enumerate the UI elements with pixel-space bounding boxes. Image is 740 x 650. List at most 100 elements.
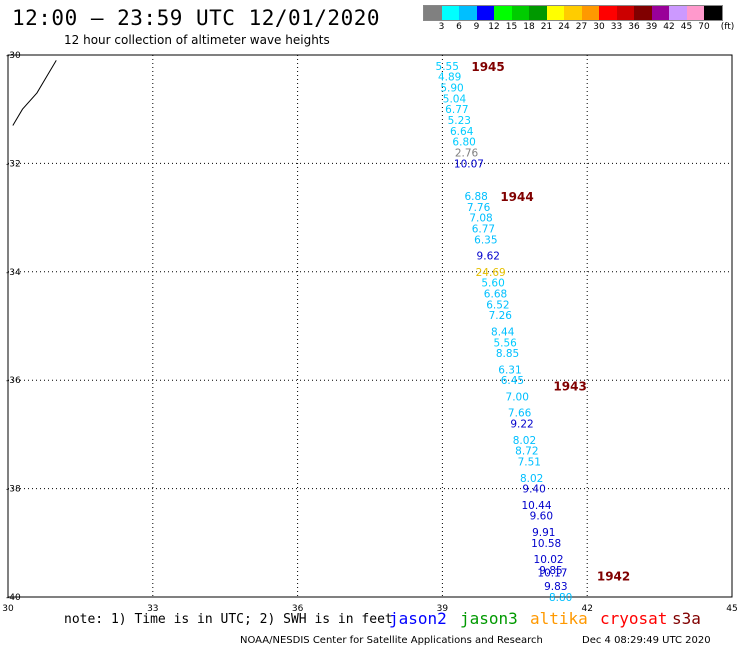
scale-label: 24 bbox=[558, 22, 570, 32]
scale-swatch bbox=[581, 6, 599, 20]
wave-height-point: 6.35 bbox=[474, 234, 497, 246]
wave-height-point: 6.64 bbox=[450, 126, 474, 138]
scale-swatch bbox=[546, 6, 564, 20]
legend-s3a: s3a bbox=[672, 609, 701, 628]
wave-height-point: 5.23 bbox=[448, 115, 471, 127]
legend-jason2: jason2 bbox=[389, 609, 447, 628]
wave-height-point: 8.85 bbox=[496, 348, 519, 360]
page-title: 12:00 – 23:59 UTC 12/01/2020 bbox=[12, 6, 381, 30]
wave-height-point: 7.26 bbox=[489, 310, 513, 322]
wave-height-point: 10.07 bbox=[454, 158, 484, 170]
wave-height-point: 10.17 bbox=[537, 568, 567, 580]
coastline bbox=[12, 60, 57, 126]
y-tick-label: -34 bbox=[6, 268, 21, 278]
scale-label: 18 bbox=[523, 22, 535, 32]
wave-height-point: 5.04 bbox=[443, 93, 467, 105]
map-frame bbox=[7, 54, 733, 598]
wave-height-point: 7.66 bbox=[508, 408, 532, 420]
scale-swatch bbox=[476, 6, 494, 20]
scale-swatch bbox=[599, 6, 617, 20]
wave-height-point: 5.55 bbox=[436, 61, 459, 73]
wave-height-point: 7.00 bbox=[506, 391, 529, 403]
scale-unit: (ft) bbox=[720, 22, 735, 32]
scale-label: 15 bbox=[505, 22, 518, 32]
wave-height-point: 9.85 bbox=[539, 565, 562, 577]
wave-height-point: 9.60 bbox=[530, 511, 553, 523]
scale-swatch bbox=[686, 6, 704, 20]
pass-time-label: 1943 bbox=[553, 380, 586, 394]
scale-label: 3 bbox=[438, 22, 445, 32]
wave-height-point: 9.40 bbox=[522, 484, 545, 496]
wave-height-point: 9.91 bbox=[532, 527, 555, 539]
wave-height-point: 2.76 bbox=[455, 148, 479, 160]
scale-swatch bbox=[669, 6, 687, 20]
wave-height-point: 9.62 bbox=[477, 251, 500, 263]
wave-height-point: 6.45 bbox=[501, 375, 524, 387]
scale-label: 70 bbox=[698, 22, 710, 32]
page-subtitle: 12 hour collection of altimeter wave hei… bbox=[64, 33, 330, 47]
wave-height-point: 24.69 bbox=[476, 267, 506, 279]
wave-height-point: 5.56 bbox=[493, 337, 517, 349]
wave-height-point: 8.02 bbox=[520, 473, 543, 485]
scale-label: 33 bbox=[610, 22, 623, 32]
wave-height-point: 6.52 bbox=[486, 299, 509, 311]
scale-label: 12 bbox=[488, 22, 500, 32]
scale-swatch bbox=[424, 6, 442, 20]
x-tick-label: 45 bbox=[726, 604, 737, 614]
x-tick-label: 33 bbox=[147, 604, 158, 614]
wave-height-point: 7.76 bbox=[467, 202, 491, 214]
scale-label: 42 bbox=[663, 22, 675, 32]
wave-height-point: 9.83 bbox=[544, 581, 567, 593]
scale-label: 45 bbox=[680, 22, 693, 32]
scale-label: 21 bbox=[540, 22, 553, 32]
wave-height-point: 10.02 bbox=[534, 554, 564, 566]
scale-swatch bbox=[529, 6, 547, 20]
wave-height-point: 6.88 bbox=[464, 191, 487, 203]
scale-label: 36 bbox=[628, 22, 640, 32]
scale-label: 39 bbox=[645, 22, 658, 32]
wave-height-point: 4.89 bbox=[438, 72, 461, 84]
wave-height-point: 8.80 bbox=[549, 592, 572, 604]
footer-note: note: 1) Time is in UTC; 2) SWH is in fe… bbox=[64, 612, 393, 627]
y-tick-label: -32 bbox=[6, 159, 21, 169]
wave-height-point: 9.22 bbox=[510, 419, 533, 431]
scale-swatch bbox=[441, 6, 459, 20]
scale-label: 9 bbox=[473, 22, 480, 32]
wave-height-point: 6.31 bbox=[498, 364, 521, 376]
pass-time-label: 1942 bbox=[597, 569, 630, 583]
legend-altika: altika bbox=[530, 609, 588, 628]
scale-label: 6 bbox=[456, 22, 462, 32]
legend-cryosat: cryosat bbox=[600, 609, 668, 628]
wave-height-point: 6.80 bbox=[452, 137, 475, 149]
legend-jason3: jason3 bbox=[460, 609, 518, 628]
wave-height-point: 7.08 bbox=[469, 213, 492, 225]
scale-swatch bbox=[511, 6, 529, 20]
x-tick-label: 39 bbox=[437, 604, 449, 614]
wave-height-point: 5.60 bbox=[481, 278, 504, 290]
x-tick-label: 42 bbox=[581, 604, 592, 614]
wave-height-point: 8.72 bbox=[515, 446, 538, 458]
pass-time-label: 1944 bbox=[500, 190, 533, 204]
wave-height-point: 6.77 bbox=[445, 104, 468, 116]
wave-height-point: 7.51 bbox=[518, 457, 541, 469]
scale-swatch bbox=[616, 6, 634, 20]
y-tick-label: -30 bbox=[6, 51, 21, 61]
scale-label: 30 bbox=[593, 22, 605, 32]
scale-label: 27 bbox=[575, 22, 588, 32]
wave-height-point: 10.58 bbox=[531, 538, 561, 550]
wave-height-point: 10.44 bbox=[521, 500, 551, 512]
scale-swatch bbox=[634, 6, 652, 20]
scale-swatch bbox=[704, 6, 722, 20]
wave-height-point: 6.68 bbox=[484, 288, 507, 300]
wave-height-point: 8.44 bbox=[491, 326, 515, 338]
pass-time-label: 1945 bbox=[471, 60, 504, 74]
scale-swatch bbox=[651, 6, 669, 20]
scale-swatch bbox=[459, 6, 477, 20]
color-scale-bar bbox=[423, 5, 723, 21]
scale-swatch bbox=[494, 6, 512, 20]
y-tick-label: -40 bbox=[6, 593, 21, 603]
y-tick-label: -36 bbox=[6, 376, 21, 386]
credit-text: NOAA/NESDIS Center for Satellite Applica… bbox=[240, 635, 543, 646]
y-tick-label: -38 bbox=[6, 485, 21, 495]
